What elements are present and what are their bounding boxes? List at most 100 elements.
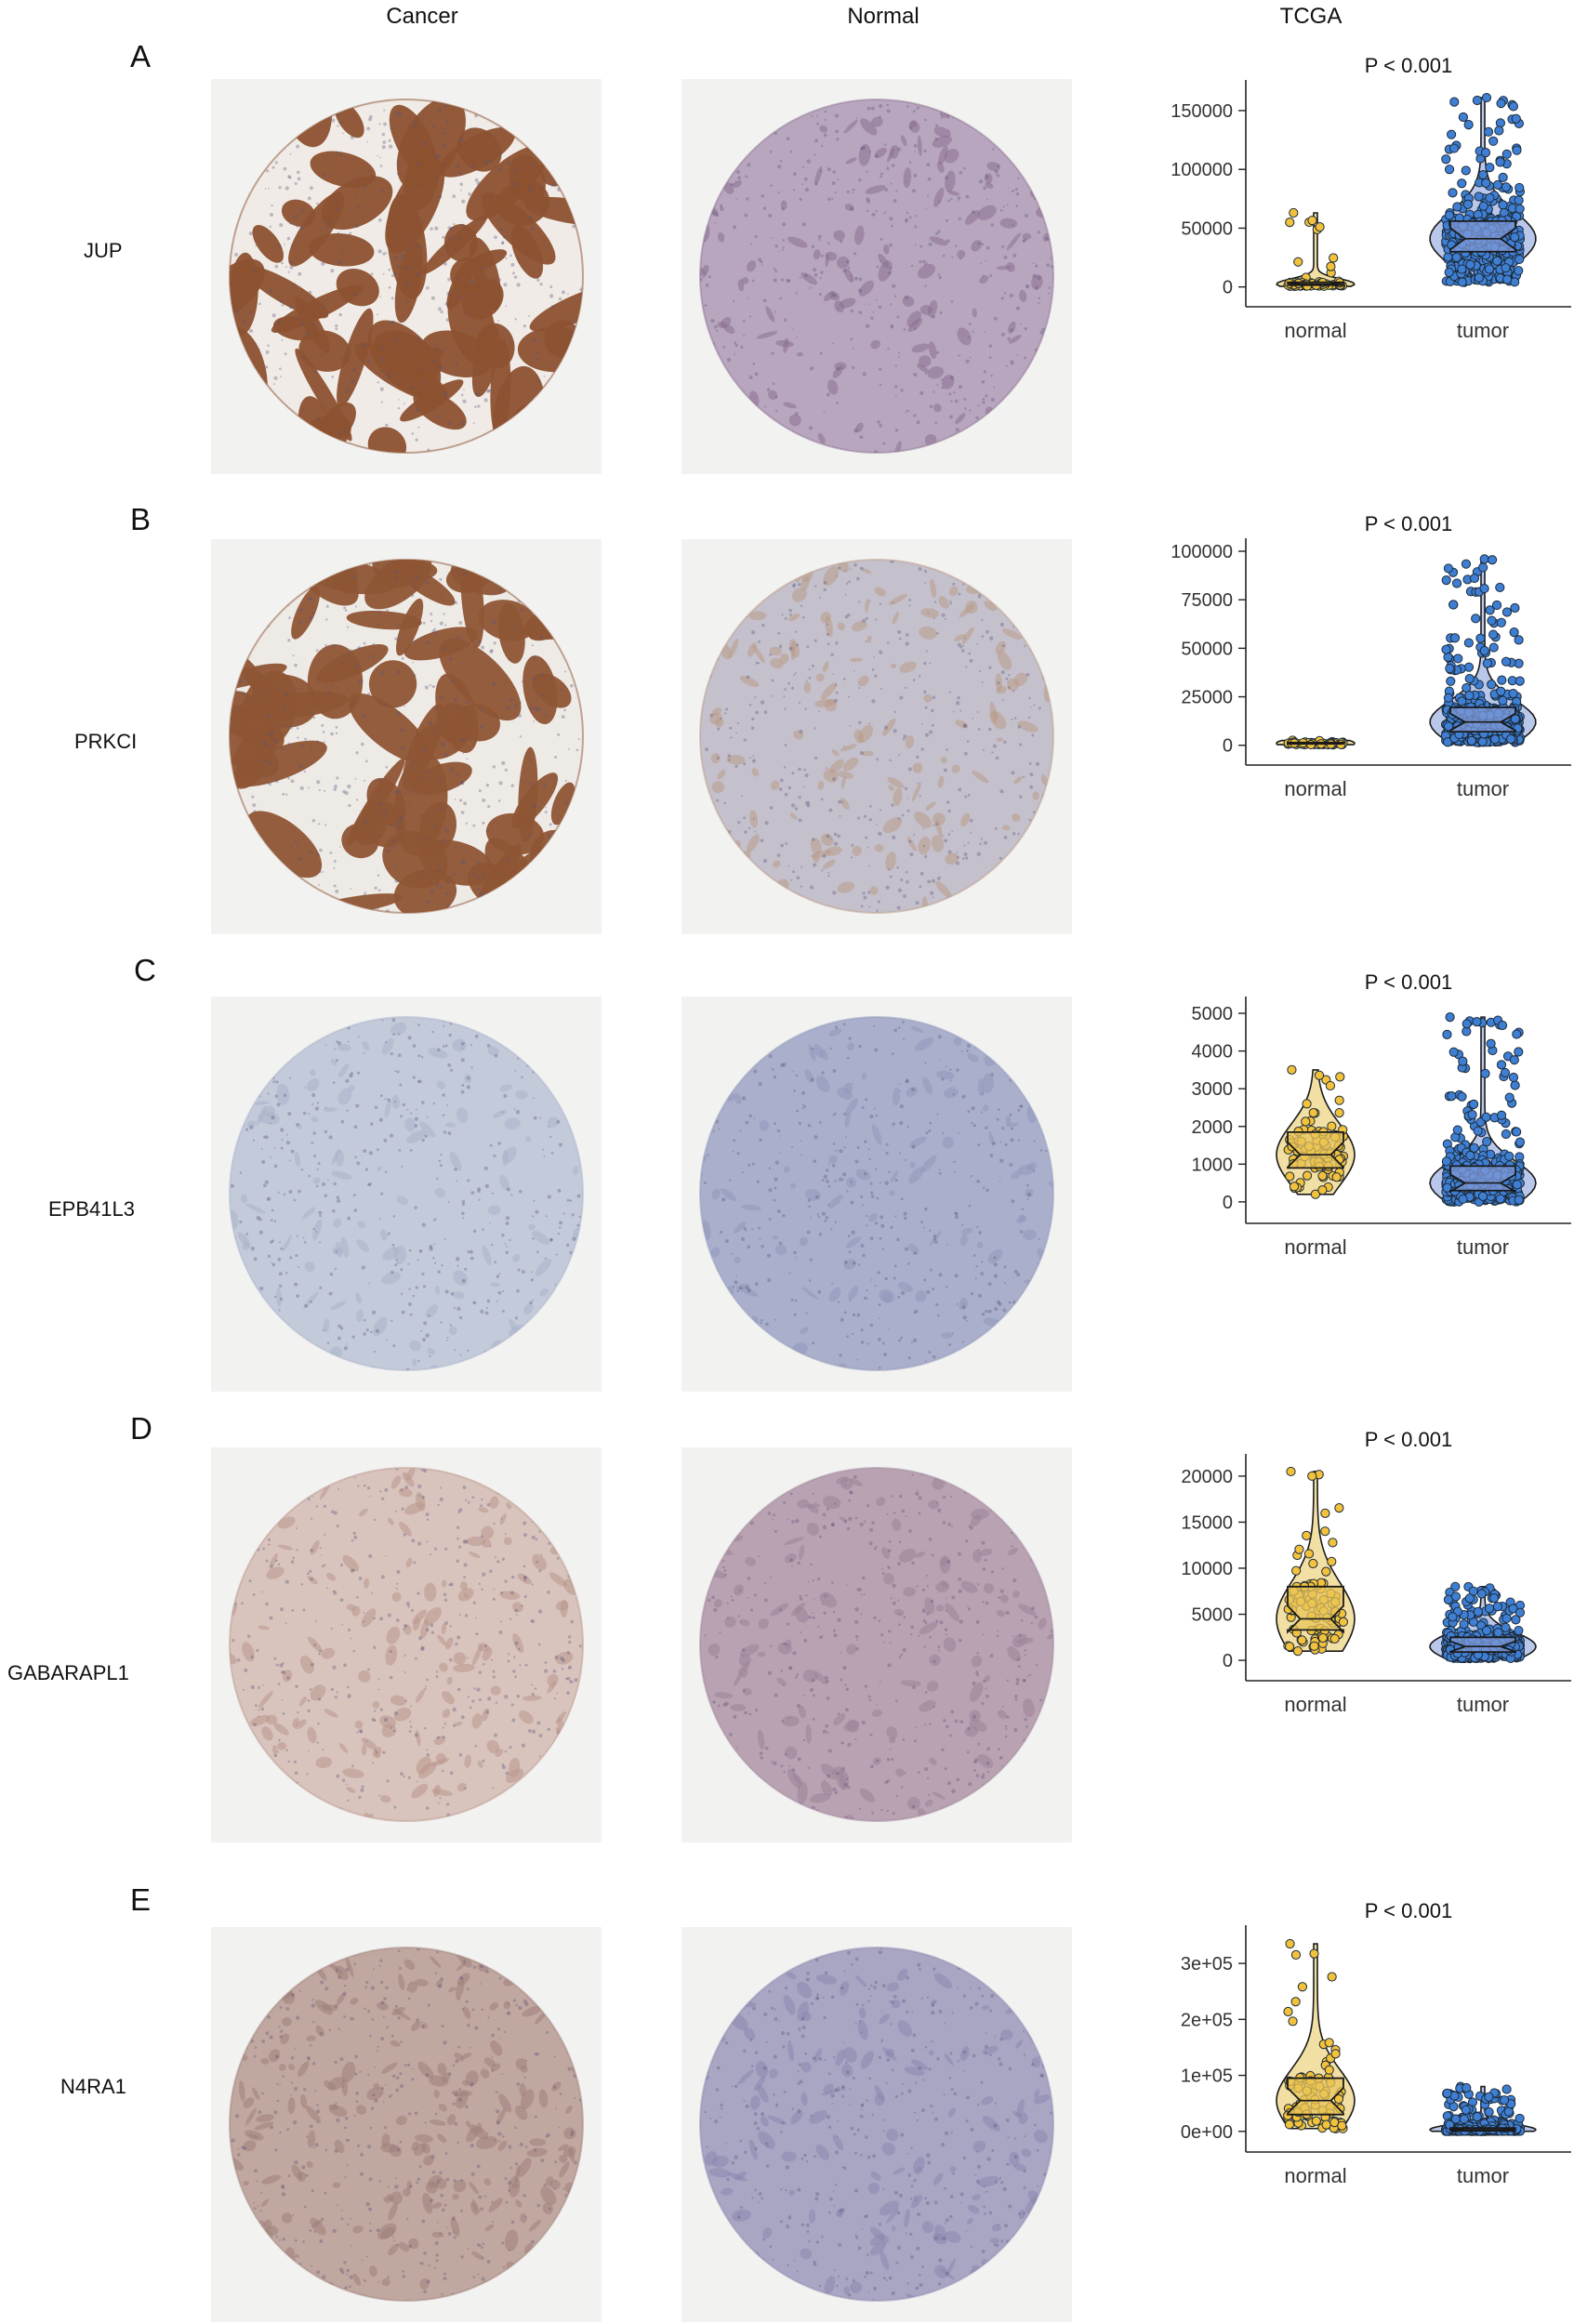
nucleus-dot — [380, 189, 384, 193]
nucleus-dot — [985, 394, 988, 398]
nucleus-dot — [884, 188, 889, 191]
nucleus-dot — [713, 891, 717, 895]
nucleus-dot — [324, 643, 327, 647]
nucleus-dot — [392, 846, 396, 850]
nucleus-dot — [985, 245, 990, 250]
nucleus-dot — [426, 640, 430, 645]
nucleus-dot — [889, 243, 893, 247]
nucleus-dot — [751, 717, 755, 721]
nucleus-dot — [360, 1367, 363, 1369]
nucleus-dot — [949, 375, 955, 380]
nucleus-dot — [1009, 293, 1013, 297]
nucleus-dot — [860, 1340, 865, 1344]
nucleus-dot — [770, 560, 774, 563]
nucleus-dot — [1019, 104, 1024, 109]
nucleus-dot — [428, 720, 433, 726]
nucleus-dot — [238, 804, 241, 807]
nucleus-dot — [823, 1174, 828, 1180]
nucleus-dot — [1027, 716, 1031, 720]
nucleus-dot — [258, 302, 261, 306]
nucleus-dot — [975, 416, 979, 420]
nucleus-dot — [1038, 1035, 1042, 1038]
nucleus-dot — [259, 666, 263, 668]
data-point-tumor — [1471, 614, 1481, 624]
nucleus-dot — [568, 1037, 573, 1042]
nucleus-dot — [929, 730, 933, 734]
nucleus-dot — [304, 737, 308, 741]
nucleus-dot — [418, 1249, 423, 1253]
nucleus-dot — [716, 840, 721, 844]
stain-region — [263, 1105, 275, 1117]
nucleus-dot — [529, 1049, 532, 1051]
nucleus-dot — [736, 721, 739, 725]
nucleus-dot — [522, 1270, 525, 1274]
stain-region — [230, 560, 257, 601]
nucleus-dot — [570, 683, 574, 688]
nucleus-dot — [465, 822, 469, 825]
nucleus-dot — [363, 1052, 365, 1055]
nucleus-dot — [757, 1049, 760, 1051]
nucleus-dot — [774, 1160, 780, 1165]
nucleus-dot — [947, 850, 952, 854]
nucleus-dot — [900, 1290, 906, 1296]
nucleus-dot — [512, 181, 518, 186]
nucleus-dot — [898, 1339, 902, 1342]
stain-region — [710, 753, 721, 764]
nucleus-dot — [472, 824, 476, 827]
nucleus-dot — [988, 727, 992, 732]
nucleus-dot — [1004, 1142, 1008, 1146]
nucleus-dot — [569, 1050, 574, 1053]
nucleus-dot — [1016, 1273, 1021, 1277]
nucleus-dot — [581, 881, 583, 885]
nucleus-dot — [454, 372, 456, 375]
nucleus-dot — [283, 1093, 287, 1098]
nucleus-dot — [780, 843, 785, 848]
nucleus-dot — [990, 1073, 995, 1076]
nucleus-dot — [418, 1079, 422, 1083]
stain-region — [362, 1040, 370, 1051]
nucleus-dot — [1017, 1139, 1021, 1142]
nucleus-dot — [1024, 644, 1026, 647]
stain-region — [995, 673, 1003, 692]
nucleus-dot — [452, 772, 455, 774]
nucleus-dot — [544, 811, 548, 814]
stain-region — [297, 1123, 302, 1129]
nucleus-dot — [559, 1221, 563, 1225]
nucleus-dot — [1023, 238, 1027, 243]
stain-region — [869, 886, 879, 895]
nucleus-dot — [917, 782, 919, 785]
nucleus-dot — [275, 1080, 279, 1084]
nucleus-dot — [529, 163, 533, 165]
stain-region — [789, 1182, 797, 1189]
nucleus-dot — [956, 851, 959, 853]
nucleus-dot — [715, 329, 719, 332]
nucleus-dot — [452, 194, 456, 198]
nucleus-dot — [230, 811, 234, 815]
nucleus-dot — [284, 866, 288, 871]
nucleus-dot — [487, 389, 491, 393]
nucleus-dot — [564, 128, 568, 132]
y-tick-label: 150000 — [1171, 101, 1233, 122]
nucleus-dot — [852, 1082, 854, 1085]
nucleus-dot — [305, 331, 310, 336]
nucleus-dot — [772, 237, 774, 239]
nucleus-dot — [929, 1121, 932, 1125]
nucleus-dot — [742, 1320, 746, 1323]
nucleus-dot — [321, 723, 324, 727]
stain-region — [741, 1204, 761, 1211]
nucleus-dot — [705, 284, 709, 287]
nucleus-dot — [575, 1274, 578, 1276]
nucleus-dot — [339, 1327, 344, 1330]
nucleus-dot — [993, 316, 998, 321]
nucleus-dot — [708, 651, 711, 654]
nucleus-dot — [966, 1043, 972, 1049]
stain-region — [910, 1025, 924, 1034]
nucleus-dot — [1029, 152, 1032, 155]
nucleus-dot — [810, 1077, 814, 1082]
nucleus-dot — [956, 1302, 959, 1305]
nucleus-dot — [774, 99, 777, 102]
nucleus-dot — [571, 815, 575, 820]
stain-region — [865, 184, 886, 194]
stain-region — [231, 1322, 238, 1329]
nucleus-dot — [364, 891, 367, 893]
